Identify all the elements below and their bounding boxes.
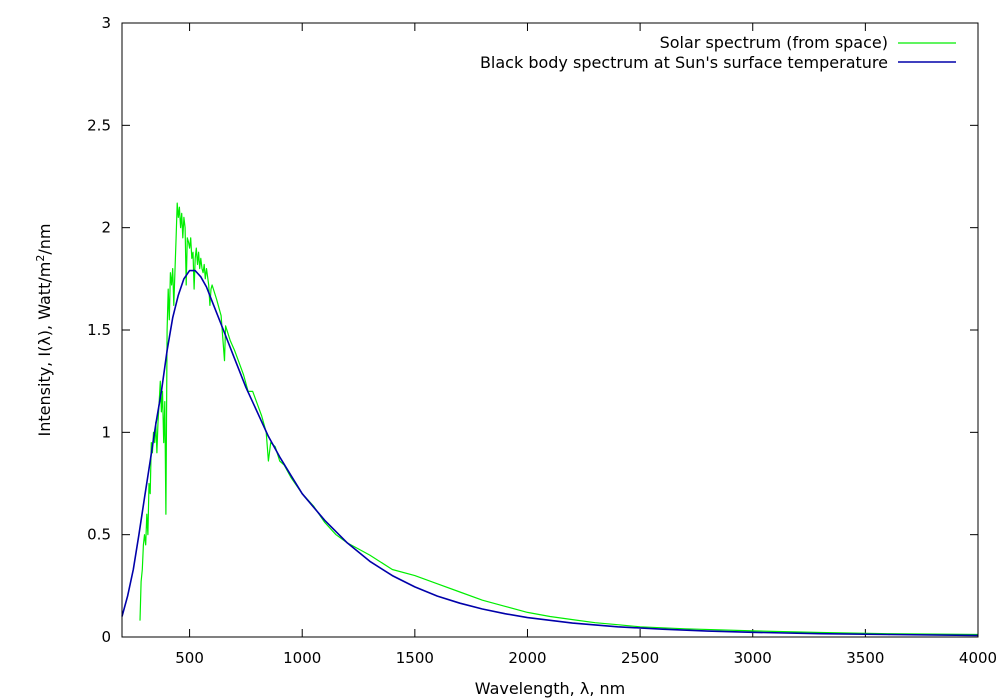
- x-tick-label: 2000: [508, 649, 546, 667]
- legend-label-solar: Solar spectrum (from space): [660, 33, 888, 52]
- x-tick-label: 3000: [734, 649, 772, 667]
- y-tick-label: 0.5: [87, 526, 111, 544]
- legend: Solar spectrum (from space) Black body s…: [480, 33, 956, 72]
- y-axis-title: Intensity, I(λ), Watt/m2/nm: [34, 224, 54, 437]
- x-tick-label: 3500: [846, 649, 884, 667]
- x-tick-label: 4000: [959, 649, 997, 667]
- ticks-layer: [122, 22, 979, 638]
- plot-frame: [121, 22, 979, 638]
- x-tick-label: 1000: [283, 649, 321, 667]
- y-tick-label: 1: [101, 423, 111, 441]
- y-tick-label: 2: [101, 219, 111, 237]
- y-axis-title-superscript: 2: [34, 255, 47, 262]
- legend-label-blackbody: Black body spectrum at Sun's surface tem…: [480, 53, 888, 72]
- x-axis-title: Wavelength, λ, nm: [475, 679, 625, 698]
- y-tick-label: 1.5: [87, 321, 111, 339]
- x-tick-label: 1500: [396, 649, 434, 667]
- series-line-solar: [139, 202, 979, 636]
- x-tick-label: 2500: [621, 649, 659, 667]
- y-tick-label: 2.5: [87, 116, 111, 134]
- y-axis-title-suffix: /nm: [35, 224, 54, 255]
- y-tick-label: 0: [101, 628, 111, 646]
- y-tick-label: 3: [101, 14, 111, 32]
- y-axis-title-main: Intensity, I(λ), Watt/m: [35, 262, 54, 437]
- x-tick-label: 500: [175, 649, 204, 667]
- tick-labels-layer: 500 1000 1500 2000 2500 3000 3500 4000 0 0.5 1 1.5 2…: [87, 14, 997, 667]
- series-layer: [121, 202, 979, 637]
- series-line-blackbody: [121, 269, 979, 637]
